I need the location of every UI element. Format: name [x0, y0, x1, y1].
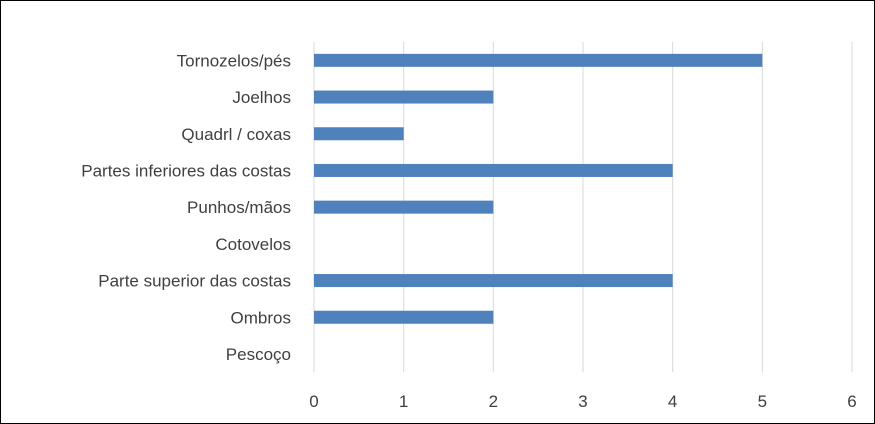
bar	[314, 274, 673, 288]
category-label: Punhos/mãos	[187, 198, 291, 217]
x-tick-label: 3	[578, 392, 587, 411]
category-label: Ombros	[231, 308, 291, 327]
x-tick-label: 1	[399, 392, 408, 411]
x-tick-label: 2	[489, 392, 498, 411]
bar	[314, 310, 494, 324]
bar	[314, 200, 494, 214]
bar	[314, 90, 494, 104]
category-label: Quadrl / coxas	[181, 125, 291, 144]
bar	[314, 53, 763, 67]
bars	[314, 53, 763, 324]
category-label: Parte superior das costas	[98, 272, 291, 291]
category-label: Partes inferiores das costas	[81, 161, 291, 180]
category-label: Cotovelos	[215, 235, 291, 254]
bar	[314, 163, 673, 177]
category-label: Joelhos	[232, 88, 291, 107]
x-tick-label: 6	[847, 392, 856, 411]
x-axis-tick-labels: 0 1 2 3 4 5 6	[309, 392, 856, 411]
category-label: Tornozelos/pés	[177, 51, 291, 70]
x-tick-label: 5	[758, 392, 767, 411]
category-label: Pescoço	[226, 345, 291, 364]
x-tick-label: 4	[668, 392, 677, 411]
x-tick-label: 0	[309, 392, 318, 411]
bar	[314, 127, 404, 141]
category-labels: Tornozelos/pés Joelhos Quadrl / coxas Parte…	[81, 51, 291, 364]
